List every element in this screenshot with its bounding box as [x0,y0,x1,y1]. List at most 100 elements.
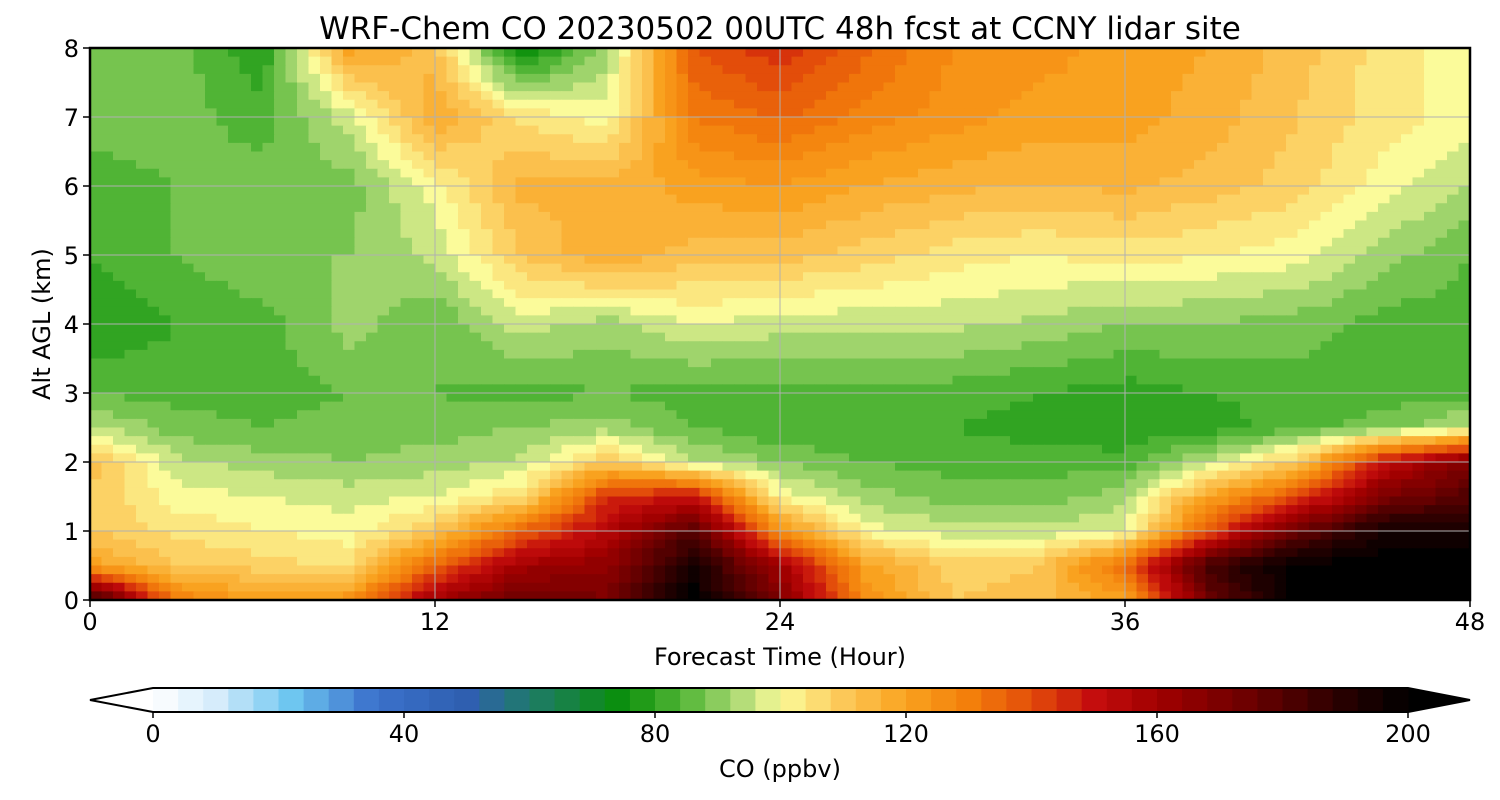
heatmap-cell [423,246,436,256]
heatmap-cell [469,349,482,360]
heatmap-cell [1309,65,1322,75]
heatmap-cell [987,306,1000,316]
heatmap-cell [826,168,839,178]
heatmap-cell [1366,237,1379,247]
heatmap-cell [124,272,137,282]
heatmap-cell [1378,186,1391,196]
heatmap-cell [1424,384,1437,394]
heatmap-cell [1079,211,1092,222]
heatmap-cell [642,211,655,222]
heatmap-cell [1343,73,1356,84]
heatmap-cell [205,56,218,66]
heatmap-cell [1021,73,1034,84]
heatmap-cell [113,65,126,75]
heatmap-cell [745,151,758,161]
heatmap-cell [1263,246,1276,256]
heatmap-cell [1389,134,1402,144]
heatmap-cell [757,91,770,101]
heatmap-cell [699,186,712,196]
heatmap-cell [906,280,919,291]
heatmap-cell [860,194,873,204]
heatmap-cell [228,393,241,403]
heatmap-cell [1159,151,1172,161]
heatmap-cell [1056,134,1069,144]
heatmap-cell [791,367,804,377]
heatmap-cell [1424,168,1437,178]
heatmap-cell [354,108,367,118]
heatmap-cell [826,229,839,239]
heatmap-cell [630,393,643,403]
heatmap-cell [676,151,689,161]
heatmap-cell [596,220,609,230]
heatmap-cell [837,108,850,118]
heatmap-cell [297,56,310,66]
heatmap-cell [814,177,827,187]
heatmap-cell [1010,263,1023,273]
heatmap-cell [389,73,402,84]
heatmap-cell [1056,168,1069,178]
heatmap-cell [722,306,735,316]
heatmap-cell [550,186,563,196]
heatmap-cell [998,229,1011,239]
heatmap-cell [170,134,183,144]
heatmap-cell [400,203,413,213]
heatmap-cell [1412,211,1425,222]
heatmap-cell [757,272,770,282]
heatmap-cell [1447,255,1460,265]
heatmap-cell [998,108,1011,118]
heatmap-cell [1136,125,1149,135]
heatmap-cell [619,298,632,308]
heatmap-cell [1194,384,1207,394]
heatmap-cell [354,367,367,377]
heatmap-cell [446,117,459,127]
heatmap-cell [584,255,597,265]
heatmap-cell [768,349,781,360]
heatmap-cell [826,134,839,144]
heatmap-cell [423,306,436,316]
heatmap-cell [1125,384,1138,394]
heatmap-cell [584,349,597,360]
heatmap-cell [1102,246,1115,256]
heatmap-cell [665,177,678,187]
heatmap-cell [757,289,770,299]
heatmap-cell [630,108,643,118]
heatmap-cell [239,280,252,291]
heatmap-cell [883,48,896,58]
heatmap-cell [527,160,540,170]
heatmap-cell [561,142,574,153]
heatmap-cell [1378,384,1391,394]
heatmap-cell [538,384,551,394]
heatmap-cell [1240,298,1253,308]
heatmap-cell [998,73,1011,84]
heatmap-cell [274,73,287,84]
heatmap-cell [1113,91,1126,101]
heatmap-cell [573,160,586,170]
heatmap-cell [791,289,804,299]
heatmap-cell [1113,211,1126,222]
heatmap-cell [1125,194,1138,204]
heatmap-cell [688,203,701,213]
heatmap-cell [170,349,183,360]
heatmap-cell [883,117,896,127]
heatmap-cell [1079,99,1092,109]
heatmap-cell [458,65,471,75]
heatmap-cell [665,91,678,101]
heatmap-cell [653,194,666,204]
heatmap-cell [872,332,885,342]
heatmap-cell [446,82,459,92]
heatmap-cell [216,289,229,299]
heatmap-cell [1171,272,1184,282]
heatmap-cell [492,280,505,291]
heatmap-cell [711,289,724,299]
heatmap-cell [320,108,333,118]
heatmap-cell [952,99,965,109]
heatmap-cell [366,186,379,196]
heatmap-cell [193,142,206,153]
heatmap-cell [101,315,114,325]
heatmap-cell [1286,237,1299,247]
heatmap-cell [596,263,609,273]
heatmap-cell [1424,341,1437,351]
heatmap-cell [515,315,528,325]
heatmap-cell [745,375,758,385]
heatmap-cell [159,142,172,153]
